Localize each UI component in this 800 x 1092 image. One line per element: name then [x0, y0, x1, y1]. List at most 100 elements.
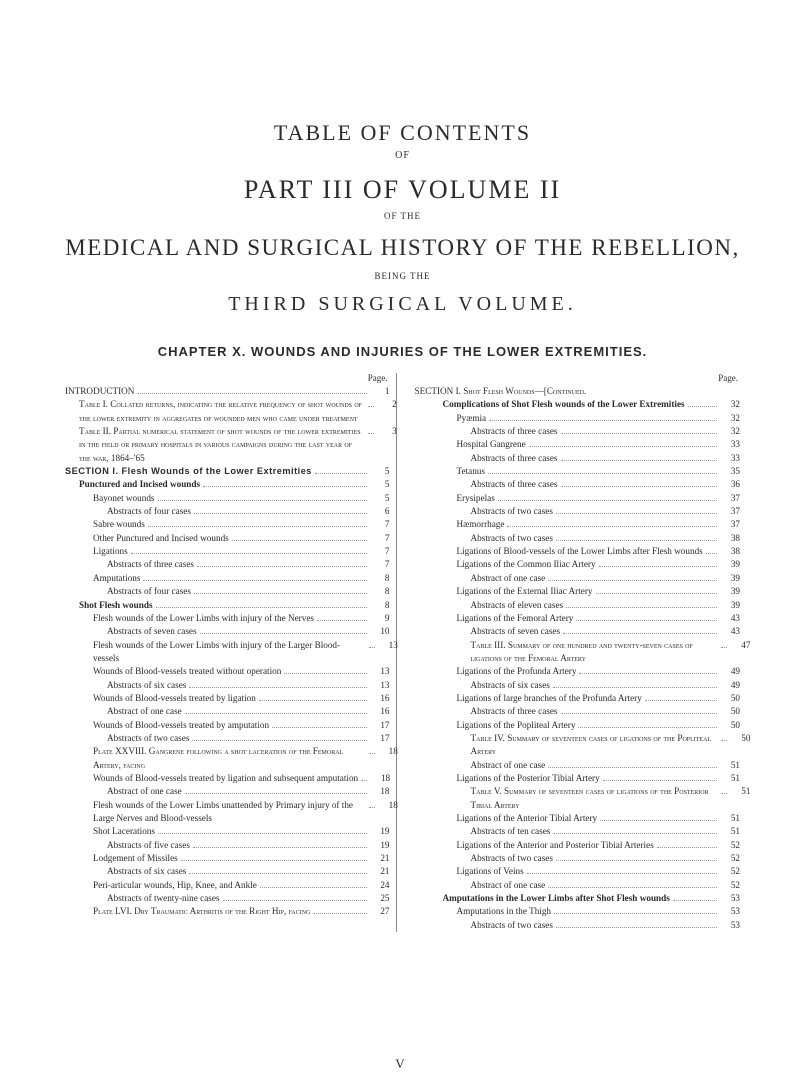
toc-column-left: Page. INTRODUCTION1Table I. Collated ret… [65, 373, 397, 932]
toc-leader-dots [369, 807, 375, 808]
toc-entry-label: Amputations in the Thigh [457, 905, 552, 918]
toc-entry: Amputations8 [65, 572, 390, 585]
toc-entry-label: Abstract of one case [107, 705, 182, 718]
toc-entry-label: Abstracts of seven cases [107, 625, 197, 638]
page-number-roman: V [0, 1056, 800, 1072]
toc-entry-label: Table I. Collated returns, indicating th… [79, 398, 365, 425]
toc-leader-dots [203, 486, 366, 487]
toc-entry-label: Abstracts of six cases [471, 679, 550, 692]
toc-entry-page: 19 [370, 825, 390, 838]
toc-leader-dots [553, 687, 717, 688]
toc-entry-label: Ligations of large branches of the Profu… [457, 692, 642, 705]
toc-entry-label: Shot Lacerations [93, 825, 155, 838]
toc-entry-page: 21 [370, 865, 390, 878]
toc-entry: Pyæmia32 [415, 412, 740, 425]
toc-left-list: INTRODUCTION1Table I. Collated returns, … [65, 385, 390, 919]
toc-entry-label: Table V. Summary of seventeen cases of l… [471, 785, 719, 812]
toc-entry: Ligations of the Femoral Artery43 [415, 612, 740, 625]
toc-entry-page: 47 [730, 639, 750, 652]
toc-leader-dots [189, 687, 366, 688]
toc-entry: Ligations of the Popliteal Artery 50 [415, 719, 740, 732]
toc-entry: Table IV. Summary of seventeen cases of … [415, 732, 740, 759]
toc-entry-page: 19 [370, 839, 390, 852]
toc-entry-page: 50 [720, 719, 740, 732]
toc-entry: Flesh wounds of the Lower Limbs with inj… [65, 612, 390, 625]
toc-entry: Amputations in the Lower Limbs after Sho… [415, 892, 740, 905]
toc-entry-page: 3 [377, 425, 397, 438]
toc-entry-label: Ligations [93, 545, 128, 558]
toc-entry-page: 39 [720, 585, 740, 598]
toc-entry-page: 52 [720, 839, 740, 852]
toc-leader-dots [561, 486, 717, 487]
toc-entry: Hospital Gangrene33 [415, 438, 740, 451]
toc-entry: Amputations in the Thigh53 [415, 905, 740, 918]
toc-entry: Abstracts of ten cases51 [415, 825, 740, 838]
toc-leader-dots [553, 833, 717, 834]
toc-entry-page: 32 [720, 398, 740, 411]
toc-leader-dots [600, 820, 717, 821]
toc-entry-page: 51 [720, 772, 740, 785]
toc-entry: Complications of Shot Flesh wounds of th… [415, 398, 740, 411]
toc-leader-dots [548, 887, 717, 888]
toc-entry-label: Abstracts of five cases [107, 839, 190, 852]
toc-leader-dots [556, 540, 717, 541]
toc-leader-dots [554, 913, 717, 914]
toc-leader-dots [706, 553, 717, 554]
toc-leader-dots [369, 753, 375, 754]
page-label-left: Page. [65, 373, 390, 383]
toc-entry-label: Abstracts of two cases [471, 532, 553, 545]
toc-entry-label: Ligations of the Profunda Artery [457, 665, 577, 678]
toc-entry: Peri-articular wounds, Hip, Knee, and An… [65, 879, 390, 892]
toc-entry-page: 52 [720, 865, 740, 878]
toc-entry-label: Flesh wounds of the Lower Limbs with inj… [93, 612, 314, 625]
toc-entry-label: Abstracts of three cases [107, 558, 194, 571]
toc-leader-dots [578, 727, 717, 728]
toc-entry-page: 7 [370, 518, 390, 531]
toc-entry: Wounds of Blood-vessels treated by ligat… [65, 772, 390, 785]
toc-leader-dots [185, 713, 367, 714]
toc-leader-dots [223, 900, 367, 901]
toc-entry-page: 39 [720, 558, 740, 571]
toc-leader-dots [721, 647, 727, 648]
toc-entry-page: 49 [720, 679, 740, 692]
toc-leader-dots [194, 513, 367, 514]
toc-entry-page: 50 [720, 705, 740, 718]
toc-entry-page: 39 [720, 599, 740, 612]
toc-entry: Flesh wounds of the Lower Limbs unattend… [65, 799, 390, 826]
toc-leader-dots [596, 593, 718, 594]
toc-entry-label: Abstracts of six cases [107, 865, 186, 878]
heading-being-the: BEING THE [65, 271, 740, 281]
toc-entry-label: Ligations of Blood-vessels of the Lower … [457, 545, 703, 558]
toc-entry-page: 32 [720, 412, 740, 425]
toc-entry-label: Lodgement of Missiles [93, 852, 178, 865]
toc-leader-dots [317, 620, 367, 621]
toc-entry: SECTION I. Flesh Wounds of the Lower Ext… [65, 465, 390, 478]
toc-leader-dots [232, 540, 367, 541]
toc-entry-page: 38 [720, 545, 740, 558]
toc-entry: Ligations of the External Iliac Artery39 [415, 585, 740, 598]
toc-entry-page: 8 [370, 585, 390, 598]
toc-entry: Punctured and Incised wounds5 [65, 478, 390, 491]
toc-leader-dots [158, 500, 367, 501]
toc-entry: Abstracts of seven cases10 [65, 625, 390, 638]
toc-entry: Ligations of the Anterior and Posterior … [415, 839, 740, 852]
toc-entry: Abstracts of three cases7 [65, 558, 390, 571]
toc-entry-page: 51 [730, 785, 750, 798]
toc-column-right: Page. SECTION I. Shot Flesh Wounds—[Cont… [409, 373, 740, 932]
toc-entry-label: Flesh wounds of the Lower Limbs with inj… [93, 639, 366, 666]
toc-entry-label: Abstracts of three cases [471, 452, 558, 465]
toc-leader-dots [284, 673, 366, 674]
toc-entry: Ligations of the Profunda Artery49 [415, 665, 740, 678]
toc-entry-label: Ligations of the Popliteal Artery [457, 719, 576, 732]
toc-leader-dots [529, 446, 717, 447]
toc-right-list: SECTION I. Shot Flesh Wounds—[Continued.… [415, 385, 740, 932]
toc-entry-label: Ligations of the Anterior and Posterior … [457, 839, 654, 852]
toc-entry: Plate XXVIII. Gangrene following a shot … [65, 745, 390, 772]
toc-leader-dots [561, 713, 717, 714]
toc-entry-label: Abstracts of eleven cases [471, 599, 564, 612]
toc-entry: Ligations of Blood-vessels of the Lower … [415, 545, 740, 558]
toc-entry: Wounds of Blood-vessels treated by amput… [65, 719, 390, 732]
toc-entry-label: Amputations in the Lower Limbs after Sho… [443, 892, 670, 905]
toc-leader-dots [579, 673, 717, 674]
toc-entry: Hæmorrhage37 [415, 518, 740, 531]
